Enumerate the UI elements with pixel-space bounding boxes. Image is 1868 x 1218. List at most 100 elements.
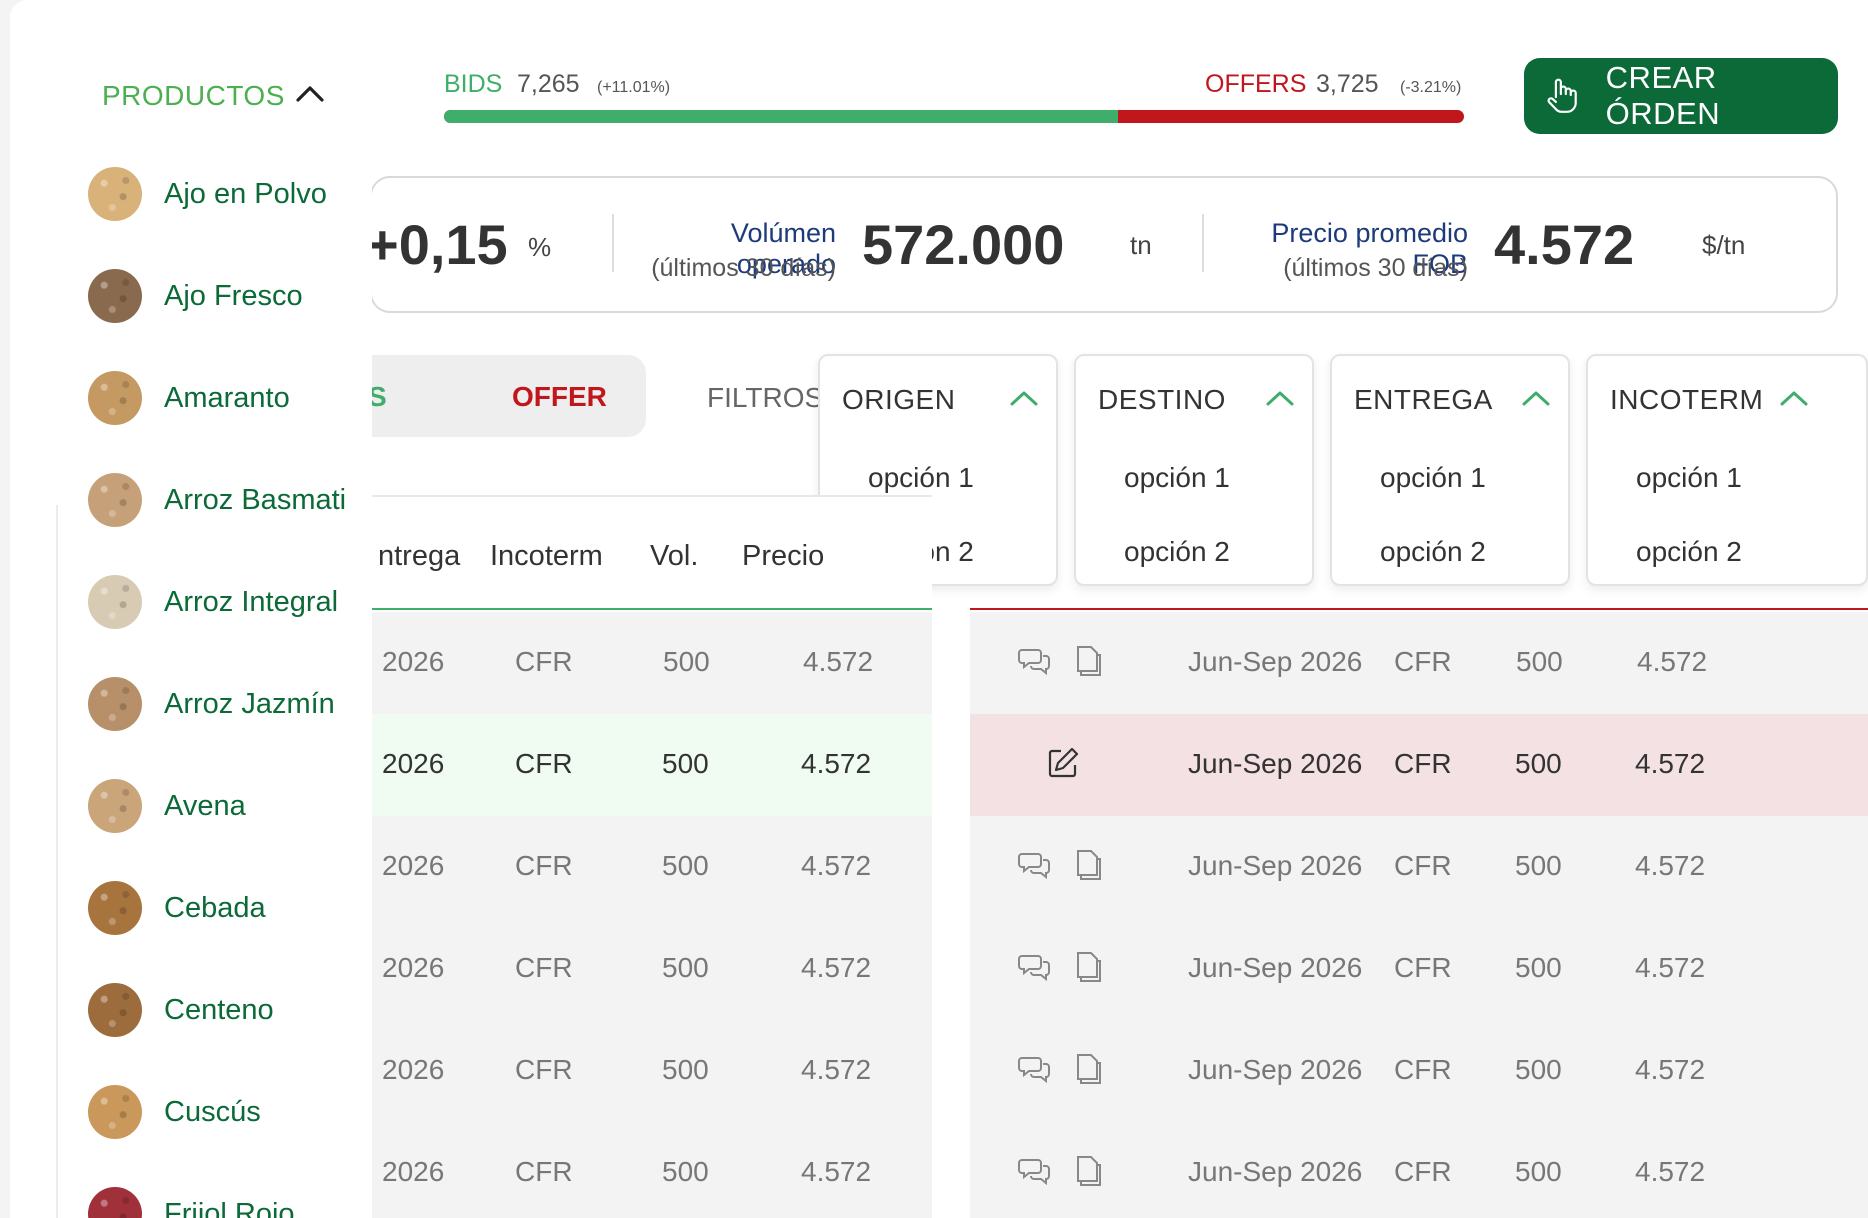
chevron-up-icon[interactable]: [1010, 390, 1038, 406]
sidebar-item-arroz-integral[interactable]: Arroz Integral: [88, 572, 338, 632]
column-header-incoterm[interactable]: Incoterm: [490, 540, 603, 572]
sidebar-item-label: Frijol Rojo: [164, 1197, 295, 1218]
table-row[interactable]: Jun-Sep 2026 CFR 500 4.572: [970, 918, 1868, 1020]
table-row[interactable]: 2026 CFR 500 4.572: [310, 1122, 932, 1218]
table-row[interactable]: 2026 CFR 500 4.572: [310, 612, 932, 714]
sidebar-item-centeno[interactable]: Centeno: [88, 980, 274, 1040]
cell-precio: 4.572: [803, 646, 874, 677]
cell-incoterm: CFR: [515, 1156, 573, 1187]
filter-incoterm-dropdown[interactable]: INCOTERM opción 1 opción 2: [1586, 354, 1868, 586]
product-thumbnail: [88, 677, 142, 731]
cell-precio: 4.572: [801, 748, 872, 779]
sidebar-item-avena[interactable]: Avena: [88, 776, 246, 836]
document-copy-icon[interactable]: [1072, 1052, 1106, 1086]
stats-divider: [1202, 214, 1204, 272]
dropdown-option[interactable]: opción 2: [1124, 536, 1230, 567]
cell-entrega: 2026: [382, 952, 445, 983]
cell-precio: 4.572: [1635, 1054, 1706, 1085]
dropdown-option[interactable]: opción 1: [1636, 462, 1742, 493]
cell-vol: 500: [662, 1156, 709, 1187]
create-order-label: CREAR ÓRDEN: [1605, 60, 1721, 131]
dropdown-title: ORIGEN: [842, 384, 956, 415]
toggle-bids-option[interactable]: S: [368, 381, 387, 412]
table-row[interactable]: Jun-Sep 2026 CFR 500 4.572: [970, 1122, 1868, 1218]
filter-entrega-dropdown[interactable]: ENTREGA opción 1 opción 2: [1330, 354, 1570, 586]
dropdown-title: ENTREGA: [1354, 384, 1493, 415]
offers-table: Jun-Sep 2026 CFR 500 4.572 Jun-Sep 2026 …: [970, 612, 1868, 1218]
table-row[interactable]: Jun-Sep 2026 CFR 500 4.572: [970, 816, 1868, 918]
cell-incoterm: CFR: [1394, 952, 1452, 983]
filter-destino-dropdown[interactable]: DESTINO opción 1 opción 2: [1074, 354, 1314, 586]
bids-value: 7,265: [517, 70, 580, 98]
app-window: BIDS 7,265 (+11.01%) OFFERS 3,725 (-3.21…: [10, 0, 1868, 1218]
dropdown-option[interactable]: opción 1: [1380, 462, 1486, 493]
dropdown-option[interactable]: opción 2: [1636, 536, 1742, 567]
bids-label: BIDS: [444, 70, 503, 98]
column-header-entrega[interactable]: ntrega: [378, 540, 461, 572]
dropdown-option[interactable]: opción 1: [868, 462, 974, 493]
variation-value: +0,15: [366, 213, 508, 276]
products-title[interactable]: PRODUCTOS: [102, 80, 285, 111]
sidebar-item-arroz-jazmin[interactable]: Arroz Jazmín: [88, 674, 335, 734]
table-row-selected[interactable]: Jun-Sep 2026 CFR 500 4.572: [970, 714, 1868, 816]
column-header-vol[interactable]: Vol.: [650, 540, 699, 572]
chevron-up-icon[interactable]: [1522, 390, 1550, 406]
product-thumbnail: [88, 269, 142, 323]
dropdown-title: INCOTERM: [1610, 384, 1764, 415]
volume-title: Volúmen operado: [730, 218, 836, 279]
price-value: 4.572: [1494, 213, 1635, 276]
cell-entrega: Jun-Sep 2026: [1188, 748, 1363, 779]
cell-entrega: 2026: [382, 1054, 445, 1085]
column-header-precio[interactable]: Precio: [742, 540, 825, 572]
table-row[interactable]: 2026 CFR 500 4.572: [310, 816, 932, 918]
cell-entrega: 2026: [382, 850, 445, 881]
cell-incoterm: CFR: [515, 646, 573, 677]
cell-incoterm: CFR: [1394, 1156, 1452, 1187]
bids-fill: [444, 110, 1119, 123]
table-row[interactable]: Jun-Sep 2026 CFR 500 4.572: [970, 612, 1868, 714]
sidebar-item-label: Ajo Fresco: [164, 279, 303, 312]
product-thumbnail: [88, 473, 142, 527]
dropdown-option[interactable]: opción 2: [1380, 536, 1486, 567]
chevron-up-icon[interactable]: [1780, 390, 1808, 406]
table-row[interactable]: 2026 CFR 500 4.572: [310, 918, 932, 1020]
document-copy-icon[interactable]: [1072, 644, 1106, 678]
sidebar-item-label: Arroz Integral: [164, 585, 339, 618]
sidebar-item-arroz-basmati[interactable]: Arroz Basmati: [88, 470, 346, 530]
table-row[interactable]: Jun-Sep 2026 CFR 500 4.572: [970, 1020, 1868, 1122]
chat-bubbles-icon[interactable]: [1018, 950, 1052, 984]
document-copy-icon[interactable]: [1072, 950, 1106, 984]
cell-incoterm: CFR: [515, 850, 573, 881]
cell-precio: 4.572: [1635, 1156, 1706, 1187]
bids-table: 2026 CFR 500 4.572 2026 CFR 500 4.572 20…: [310, 612, 932, 1218]
cell-vol: 500: [662, 850, 709, 881]
sidebar-item-cebada[interactable]: Cebada: [88, 878, 266, 938]
product-thumbnail: [88, 779, 142, 833]
product-thumbnail: [88, 983, 142, 1037]
dropdown-option[interactable]: opción 1: [1124, 462, 1230, 493]
chevron-up-icon[interactable]: [295, 84, 325, 102]
toggle-offer-option[interactable]: OFFER: [512, 381, 607, 412]
create-order-button[interactable]: CREAR ÓRDEN: [1524, 58, 1838, 134]
sidebar-item-amaranto[interactable]: Amaranto: [88, 368, 290, 428]
cell-vol: 500: [662, 748, 709, 779]
sidebar-item-ajo-fresco[interactable]: Ajo Fresco: [88, 266, 303, 326]
chat-bubbles-icon[interactable]: [1018, 644, 1052, 678]
chat-bubbles-icon[interactable]: [1018, 848, 1052, 882]
table-row[interactable]: 2026 CFR 500 4.572: [310, 1020, 932, 1122]
document-copy-icon[interactable]: [1072, 848, 1106, 882]
volume-value: 572.000: [862, 213, 1065, 276]
sidebar-item-cuscus[interactable]: Cuscús: [88, 1082, 261, 1142]
cell-precio: 4.572: [801, 850, 872, 881]
chat-bubbles-icon[interactable]: [1018, 1052, 1052, 1086]
edit-icon[interactable]: [1046, 746, 1080, 780]
table-row-selected[interactable]: 2026 CFR 500 4.572: [310, 714, 932, 816]
sidebar-item-frijol-rojo[interactable]: Frijol Rojo: [88, 1184, 295, 1218]
chat-bubbles-icon[interactable]: [1018, 1154, 1052, 1188]
volume-unit: tn: [1130, 230, 1152, 260]
cell-vol: 500: [1515, 952, 1562, 983]
cell-incoterm: CFR: [1394, 850, 1452, 881]
chevron-up-icon[interactable]: [1266, 390, 1294, 406]
sidebar-item-ajo-en-polvo[interactable]: Ajo en Polvo: [88, 164, 327, 224]
document-copy-icon[interactable]: [1072, 1154, 1106, 1188]
